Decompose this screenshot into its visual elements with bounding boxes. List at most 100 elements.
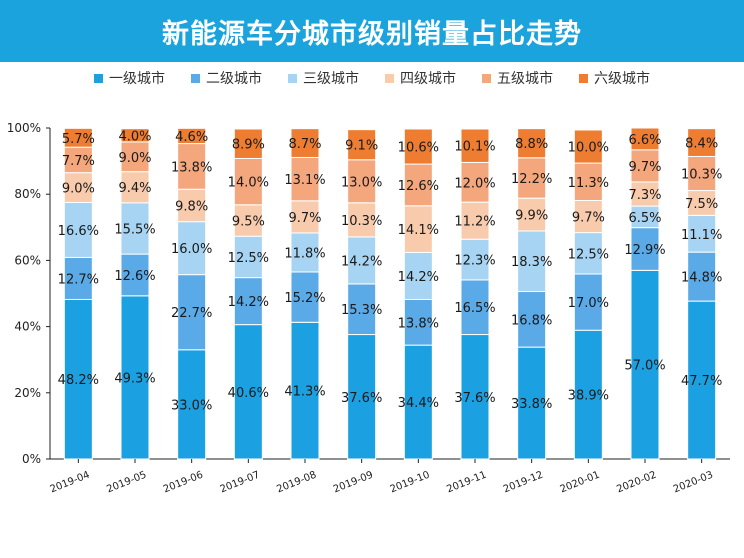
data-label: 14.2%: [398, 270, 439, 285]
data-label: 4.6%: [175, 130, 208, 145]
bar-segment: [233, 324, 263, 460]
legend-swatch: [482, 73, 491, 83]
bar-segment: [403, 298, 433, 346]
y-tick-label: 40%: [14, 320, 41, 334]
x-tick-label: 2019-07: [219, 470, 262, 496]
bar-segment: [63, 256, 93, 300]
bar-segment: [403, 344, 433, 460]
x-tick-label: 2020-01: [559, 470, 602, 496]
bar-segment: [233, 235, 263, 279]
legend: 一级城市 二级城市 三级城市 四级城市 五级城市 六级城市: [0, 66, 744, 90]
data-label: 9.7%: [628, 160, 661, 175]
legend-item: 三级城市: [288, 68, 359, 88]
data-label: 9.7%: [572, 211, 605, 226]
data-label: 57.0%: [624, 359, 665, 374]
bar-segment: [177, 127, 207, 145]
data-label: 49.3%: [114, 371, 155, 386]
bar-segment: [120, 253, 150, 297]
data-label: 14.1%: [398, 223, 439, 238]
x-tick-label: 2019-12: [502, 470, 545, 496]
data-label: 37.6%: [454, 391, 495, 406]
data-label: 9.8%: [175, 199, 208, 214]
x-tick-label: 2020-02: [615, 470, 658, 496]
bar-segment: [120, 171, 150, 204]
data-label: 5.7%: [62, 132, 95, 147]
bar-segment: [403, 251, 433, 300]
bar-segment: [177, 143, 207, 190]
bar-segment: [177, 349, 207, 460]
data-label: 18.3%: [511, 255, 552, 270]
data-label: 34.4%: [398, 396, 439, 411]
legend-swatch: [288, 73, 297, 83]
data-label: 8.8%: [515, 137, 548, 152]
data-label: 9.4%: [118, 181, 151, 196]
bar-segment: [177, 221, 207, 276]
data-label: 13.8%: [398, 316, 439, 331]
bar-segment: [120, 295, 150, 460]
data-label: 12.6%: [398, 179, 439, 194]
bar-segment: [630, 227, 660, 271]
bar-segment: [290, 271, 320, 323]
y-tick-label: 60%: [14, 253, 41, 267]
data-label: 37.6%: [341, 391, 382, 406]
data-label: 7.3%: [628, 188, 661, 203]
data-label: 16.8%: [511, 313, 552, 328]
data-label: 9.0%: [118, 151, 151, 166]
bar-segment: [687, 300, 717, 460]
data-label: 6.6%: [628, 133, 661, 148]
data-label: 12.9%: [624, 243, 665, 258]
x-tick-label: 2019-04: [49, 470, 92, 496]
x-tick-label: 2019-11: [445, 470, 488, 496]
data-label: 38.9%: [568, 389, 609, 404]
data-label: 9.9%: [515, 209, 548, 224]
bar-segment: [177, 274, 207, 351]
x-tick-label: 2019-08: [275, 470, 318, 496]
data-label: 10.0%: [568, 141, 609, 156]
data-label: 10.1%: [454, 140, 495, 155]
bar-segment: [573, 273, 603, 331]
legend-item: 五级城市: [482, 68, 553, 88]
bar-segment: [687, 214, 717, 253]
bar-segment: [63, 172, 93, 203]
data-label: 11.1%: [681, 228, 722, 243]
data-label: 11.2%: [454, 215, 495, 230]
data-label: 8.4%: [685, 137, 718, 152]
bar-segment: [120, 141, 150, 173]
data-label: 12.0%: [454, 176, 495, 191]
legend-item: 四级城市: [385, 68, 456, 88]
bar-segment: [687, 128, 717, 157]
bar-segment: [233, 277, 263, 326]
data-label: 22.7%: [171, 306, 212, 321]
legend-item: 二级城市: [191, 68, 262, 88]
data-label: 13.8%: [171, 160, 212, 175]
data-label: 33.8%: [511, 397, 552, 412]
bar-segment: [63, 201, 93, 258]
data-label: 16.0%: [171, 242, 212, 257]
data-label: 9.1%: [345, 139, 378, 154]
data-label: 7.5%: [685, 197, 718, 212]
data-label: 11.3%: [568, 176, 609, 191]
bar-segment: [347, 236, 377, 285]
bar-segment: [403, 205, 433, 253]
data-label: 17.0%: [568, 296, 609, 311]
legend-label: 三级城市: [303, 71, 359, 87]
y-tick-label: 20%: [14, 386, 41, 400]
data-label: 12.7%: [58, 272, 99, 287]
x-tick-label: 2019-09: [332, 470, 375, 496]
bar-segment: [573, 199, 603, 234]
data-label: 15.3%: [341, 303, 382, 318]
x-tick-label: 2019-05: [105, 470, 148, 496]
x-tick-label: 2020-03: [672, 470, 715, 496]
legend-label: 五级城市: [497, 71, 553, 87]
data-label: 14.2%: [341, 254, 382, 269]
data-label: 4.0%: [118, 129, 151, 144]
data-label: 48.2%: [58, 373, 99, 388]
data-label: 47.7%: [681, 374, 722, 389]
bar-segment: [233, 128, 263, 159]
data-label: 15.5%: [114, 222, 155, 237]
data-label: 8.7%: [288, 137, 321, 152]
data-label: 10.3%: [341, 214, 382, 229]
bar-segment: [517, 291, 547, 348]
legend-swatch: [385, 73, 394, 83]
data-label: 9.5%: [232, 215, 265, 230]
